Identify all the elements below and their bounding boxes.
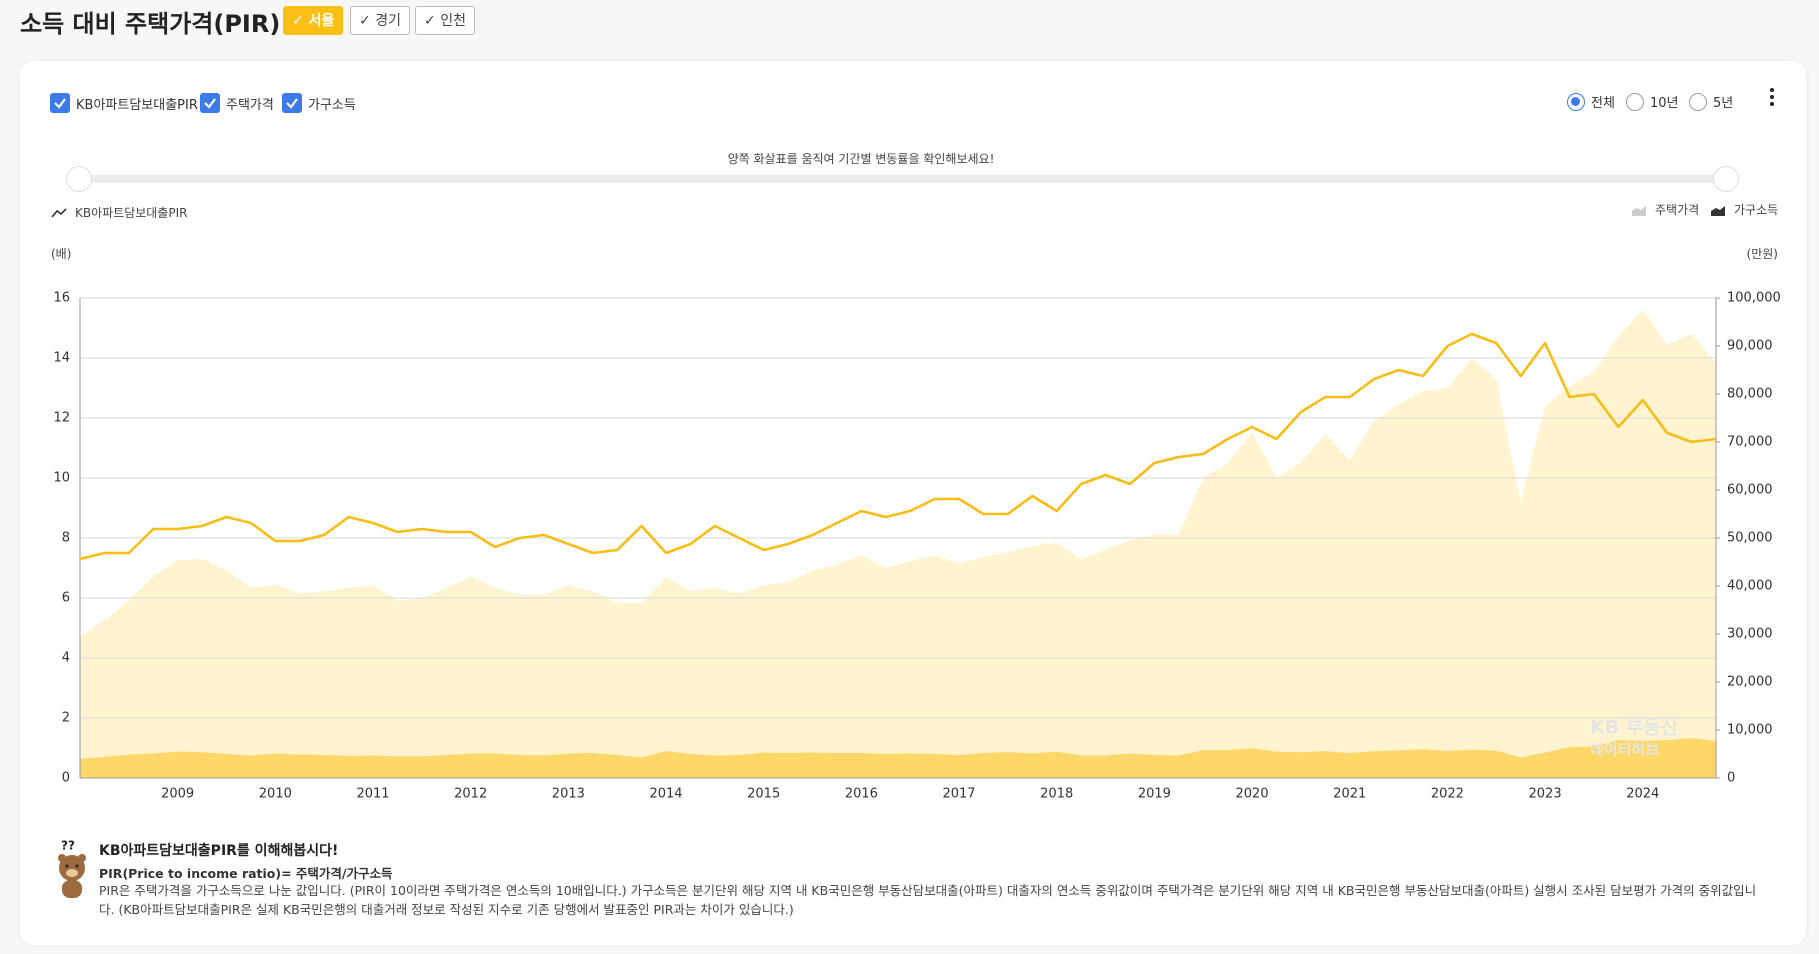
x-tick-label: 2011 [356, 787, 389, 802]
slider-handle[interactable] [66, 166, 92, 192]
region-button[interactable]: ✓ 서울 [283, 6, 344, 35]
x-tick-label: 2012 [454, 787, 487, 802]
radio-label: 5년 [1713, 96, 1734, 111]
x-tick-label: 2020 [1236, 787, 1269, 802]
region-label: 인천 [440, 13, 466, 29]
radio-label: 전체 [1591, 96, 1615, 111]
checkbox-icon [50, 93, 70, 113]
radio-icon [1689, 92, 1707, 111]
bear-icon: ?? [54, 838, 90, 906]
period-radio[interactable]: 10년 [1626, 92, 1679, 111]
x-tick-label: 2022 [1431, 787, 1464, 802]
checkbox-label: 가구소득 [308, 97, 356, 113]
x-tick-label: 2010 [259, 787, 292, 802]
x-tick-label: 2017 [942, 787, 975, 802]
region-button[interactable]: ✓ 인천 [415, 6, 475, 35]
x-tick-label: 2019 [1138, 787, 1171, 802]
x-tick-label: 2024 [1626, 787, 1659, 802]
y-tick-label: 16 [53, 291, 70, 306]
period-radio[interactable]: 전체 [1567, 92, 1615, 111]
legend-label: 주택가격 [1655, 203, 1700, 217]
y2-tick-label: 90,000 [1727, 339, 1773, 354]
checkbox-label: KB아파트담보대출PIR [76, 97, 198, 113]
y2-axis-unit: (만원) [1746, 247, 1778, 261]
y2-tick-label: 60,000 [1727, 483, 1773, 498]
slider-handle[interactable] [1713, 166, 1739, 192]
line [79, 332, 1717, 561]
radio-icon [1567, 92, 1585, 111]
legend-label: 가구소득 [1734, 203, 1779, 217]
y2-tick-label: 50,000 [1727, 531, 1773, 546]
y2-tick-label: 0 [1727, 771, 1735, 786]
checkbox-label: 주택가격 [226, 97, 274, 113]
x-tick-label: 2023 [1529, 787, 1562, 802]
x-tick-label: 2014 [649, 787, 682, 802]
x-tick-label: 2018 [1040, 787, 1073, 802]
x-tick-label: 2009 [161, 787, 194, 802]
y-tick-label: 4 [62, 651, 70, 666]
checkbox[interactable]: 주택가격 [200, 93, 274, 113]
radio-label: 10년 [1650, 96, 1679, 111]
slider-track [80, 175, 1725, 183]
checkbox-icon [282, 93, 302, 113]
period-radio[interactable]: 5년 [1689, 92, 1733, 111]
info-text: PIR은 주택가격을 가구소득으로 나눈 값입니다. (PIR이 10이라면 주… [99, 883, 1757, 917]
info-formula: PIR(Price to income ratio)= 주택가격/가구소득 [99, 866, 393, 881]
menu-button[interactable] [1766, 86, 1778, 114]
y-tick-label: 2 [62, 711, 70, 726]
svg-text:??: ?? [61, 839, 75, 853]
y-tick-label: 0 [62, 771, 70, 786]
slider-hint: 양쪽 화살표를 움직여 기간별 변동률을 확인해보세요! [727, 152, 995, 166]
y-tick-label: 12 [53, 411, 70, 426]
area [80, 309, 1716, 778]
y2-tick-label: 70,000 [1727, 435, 1773, 450]
x-tick-label: 2016 [845, 787, 878, 802]
legend-item[interactable]: 주택가격 [1631, 201, 1699, 218]
y2-tick-label: 30,000 [1727, 627, 1773, 642]
legend-item[interactable]: KB아파트담보대출PIR [51, 204, 188, 221]
y2-tick-label: 10,000 [1727, 723, 1773, 738]
checkbox[interactable]: 가구소득 [282, 93, 356, 113]
checkbox[interactable]: KB아파트담보대출PIR [50, 93, 198, 113]
legend-label: KB아파트담보대출PIR [75, 206, 188, 220]
y-axis-unit: (배) [51, 247, 72, 261]
y-tick-label: 10 [53, 471, 70, 486]
x-tick-label: 2015 [747, 787, 780, 802]
y2-tick-label: 20,000 [1727, 675, 1773, 690]
checkbox-icon [200, 93, 220, 113]
watermark: 데이터허브 [1590, 741, 1659, 759]
y2-tick-label: 40,000 [1727, 579, 1773, 594]
legend-item[interactable]: 가구소득 [1710, 201, 1778, 218]
x-tick-label: 2013 [552, 787, 585, 802]
y-tick-label: 8 [62, 531, 70, 546]
area [80, 738, 1716, 778]
y-tick-label: 6 [62, 591, 70, 606]
region-label: 서울 [308, 13, 335, 29]
radio-icon [1626, 92, 1644, 111]
info-title: KB아파트담보대출PIR를 이해해봅시다! [99, 843, 339, 859]
y2-tick-label: 100,000 [1727, 291, 1781, 306]
watermark: KB 부동산 [1590, 717, 1679, 739]
y2-tick-label: 80,000 [1727, 387, 1773, 402]
x-tick-label: 2021 [1333, 787, 1366, 802]
y-tick-label: 14 [53, 351, 70, 366]
region-label: 경기 [375, 13, 401, 29]
region-button[interactable]: ✓ 경기 [350, 6, 410, 35]
page-title: 소득 대비 주택가격(PIR) [20, 10, 281, 38]
